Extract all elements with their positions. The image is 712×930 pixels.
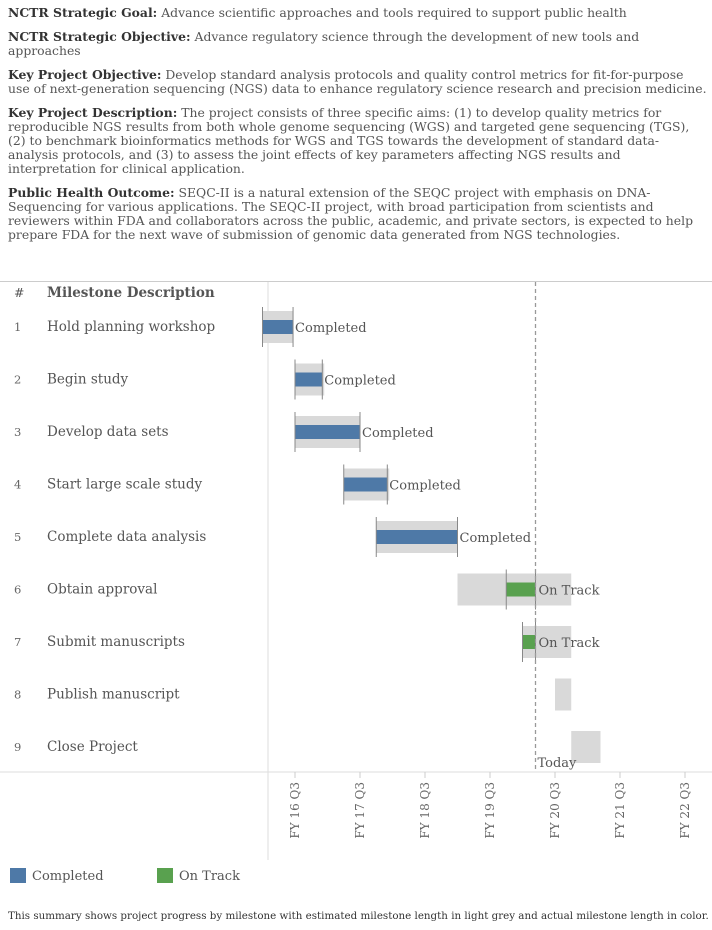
key-project-objective: Key Project Objective: Develop standard … xyxy=(8,68,708,96)
x-tick-label: FY 22 Q3 xyxy=(678,782,692,839)
milestone-number: 4 xyxy=(14,478,21,492)
actual-bar xyxy=(376,530,458,544)
milestone-status-label: Completed xyxy=(460,531,532,546)
milestone-name: Close Project xyxy=(47,739,138,755)
x-tick-label: FY 21 Q3 xyxy=(613,782,627,839)
milestone-status-label: On Track xyxy=(539,584,600,599)
strategic-objective: NCTR Strategic Objective: Advance regula… xyxy=(8,30,708,58)
milestone-number: 9 xyxy=(14,740,21,754)
milestone-status-label: Completed xyxy=(362,426,434,441)
number-column-header: # xyxy=(14,285,24,300)
key-objective-text: Develop standard analysis protocols and … xyxy=(8,67,707,96)
legend-swatch-completed xyxy=(10,868,26,883)
description-label: Key Project Description: xyxy=(8,105,178,120)
planned-bar xyxy=(571,731,601,763)
strategic-goal: NCTR Strategic Goal: Advance scientific … xyxy=(8,6,708,20)
milestone-status-label: Completed xyxy=(295,321,367,336)
footnote: This summary shows project progress by m… xyxy=(8,910,709,922)
milestone-number: 6 xyxy=(14,583,21,597)
description-column-header: Milestone Description xyxy=(47,285,215,301)
goal-label: NCTR Strategic Goal: xyxy=(8,5,158,20)
actual-bar xyxy=(343,477,388,492)
x-tick-label: FY 16 Q3 xyxy=(288,782,302,839)
project-summary: NCTR Strategic Goal: Advance scientific … xyxy=(8,6,708,252)
actual-bar xyxy=(295,425,360,439)
description-text: The project consists of three specific a… xyxy=(8,105,690,176)
legend-item-completed: Completed xyxy=(10,868,104,884)
actual-bar xyxy=(262,320,294,334)
milestone-number: 7 xyxy=(14,635,21,649)
milestone-name: Publish manuscript xyxy=(47,687,180,703)
gantt-chart: # Milestone Description 1 Hold planning w… xyxy=(0,282,712,860)
key-project-description: Key Project Description: The project con… xyxy=(8,106,708,176)
objective-text: Advance regulatory science through the d… xyxy=(8,29,640,58)
milestone-name: Hold planning workshop xyxy=(47,319,215,335)
milestone-number: 8 xyxy=(14,688,21,702)
public-health-outcome: Public Health Outcome: SEQC-II is a natu… xyxy=(8,186,708,242)
goal-text: Advance scientific approaches and tools … xyxy=(161,5,627,20)
milestone-number: 2 xyxy=(14,373,21,387)
legend-label-on-track: On Track xyxy=(179,869,240,884)
milestone-rows: 1 Hold planning workshop 2 Begin study 3 Deve… xyxy=(14,319,215,755)
milestone-status-label: Completed xyxy=(324,374,396,389)
milestone-status-label: Completed xyxy=(389,479,461,494)
milestone-number: 5 xyxy=(14,530,21,544)
milestone-number: 1 xyxy=(14,320,21,334)
legend-label-completed: Completed xyxy=(32,869,104,884)
actual-bar xyxy=(506,582,536,597)
outcome-text: SEQC-II is a natural extension of the SE… xyxy=(8,185,694,242)
actual-bar xyxy=(295,372,323,387)
chart-top-border xyxy=(0,281,712,282)
x-tick-label: FY 18 Q3 xyxy=(418,782,432,839)
today-label: Today xyxy=(538,756,578,771)
milestone-status-label: On Track xyxy=(539,636,600,651)
objective-label: NCTR Strategic Objective: xyxy=(8,29,191,44)
milestone-name: Submit manuscripts xyxy=(47,634,185,650)
x-axis-ticks: FY 16 Q3 FY 17 Q3 FY 18 Q3 FY 19 Q3 FY 20 Q3… xyxy=(288,772,692,839)
milestone-name: Complete data analysis xyxy=(47,529,206,545)
x-tick-label: FY 17 Q3 xyxy=(353,782,367,839)
milestone-name: Obtain approval xyxy=(47,582,157,598)
milestone-number: 3 xyxy=(14,425,21,439)
key-objective-label: Key Project Objective: xyxy=(8,67,162,82)
legend-item-on-track: On Track xyxy=(157,868,240,884)
milestone-name: Develop data sets xyxy=(47,424,169,440)
x-tick-label: FY 19 Q3 xyxy=(483,782,497,839)
legend-swatch-on-track xyxy=(157,868,173,883)
actual-bar xyxy=(522,635,536,649)
outcome-label: Public Health Outcome: xyxy=(8,185,175,200)
milestone-bars: Completed Completed Completed Completed Comp… xyxy=(262,282,601,771)
milestone-name: Begin study xyxy=(47,372,129,388)
milestone-name: Start large scale study xyxy=(47,477,202,493)
planned-bar xyxy=(555,678,572,711)
x-tick-label: FY 20 Q3 xyxy=(548,782,562,839)
